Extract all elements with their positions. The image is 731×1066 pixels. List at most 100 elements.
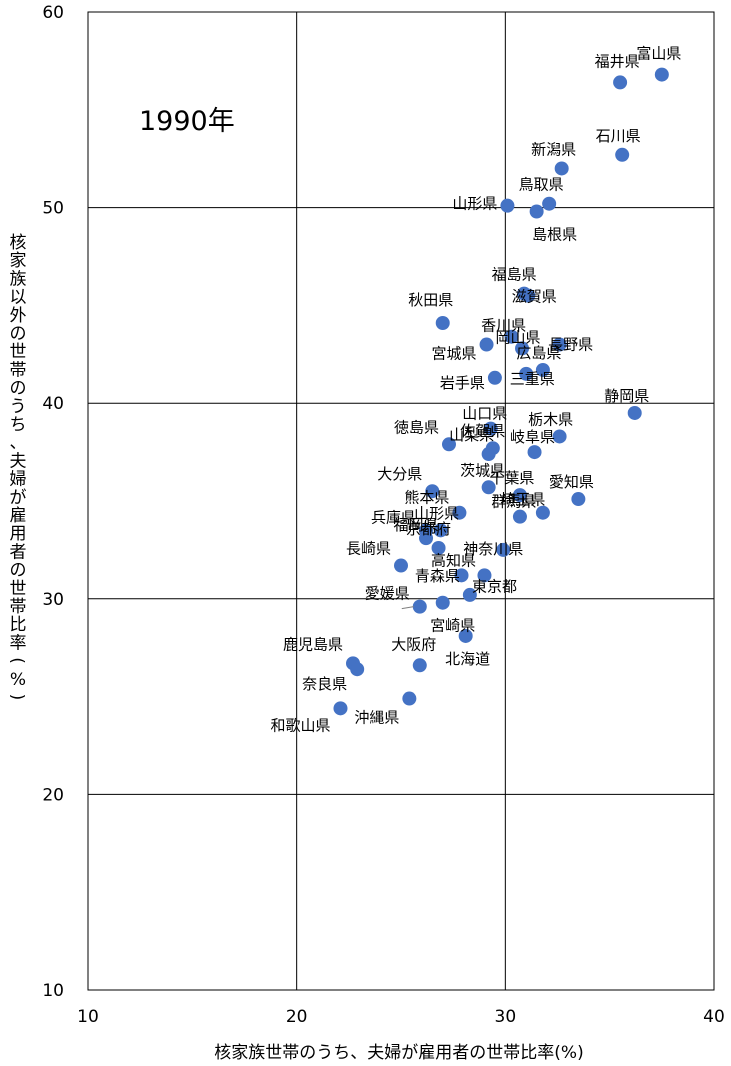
- point-label: 三重県: [510, 370, 555, 388]
- y-axis-title-char: 、: [10, 433, 27, 453]
- data-point: [435, 316, 450, 331]
- data-point: [529, 204, 544, 219]
- point-label: 山梨県: [449, 426, 494, 444]
- point-label: 鳥取県: [519, 176, 564, 194]
- data-point: [512, 488, 527, 503]
- x-tick-label: 10: [77, 1007, 99, 1027]
- y-tick-label: 40: [42, 394, 64, 414]
- point-label: 和歌山県: [270, 716, 330, 734]
- y-axis-title-char: 婦: [10, 470, 27, 490]
- y-axis-title-char: ): [7, 694, 27, 701]
- point-label: 滋賀県: [512, 288, 557, 306]
- data-point: [458, 628, 473, 643]
- y-axis-title-char: の: [10, 324, 27, 344]
- data-point: [431, 540, 446, 555]
- data-point: [554, 161, 569, 176]
- point-label: 高知県: [431, 551, 476, 569]
- point-label: 岐阜県: [510, 428, 555, 446]
- y-tick-label: 60: [42, 3, 64, 23]
- data-point: [454, 568, 469, 583]
- y-axis-title-char: 比: [10, 615, 27, 635]
- data-point: [613, 75, 628, 90]
- y-axis-title-char: が: [10, 488, 27, 508]
- data-point: [521, 288, 536, 303]
- data-point: [452, 505, 467, 520]
- point-label: 兵庫県: [371, 508, 416, 526]
- point-label: 神奈川県: [463, 540, 523, 558]
- point-label: 福岡県: [394, 516, 439, 534]
- point-label: 鹿児島県: [283, 635, 343, 653]
- data-point: [402, 691, 417, 706]
- point-label: 広島県: [516, 344, 561, 362]
- data-point: [527, 445, 542, 460]
- data-point: [654, 67, 669, 82]
- point-label: 佐賀県: [460, 422, 505, 440]
- data-point: [535, 362, 550, 377]
- x-tick-label: 20: [286, 1007, 308, 1027]
- data-point: [552, 337, 567, 352]
- point-label: 福島県: [492, 266, 537, 284]
- y-axis-title-char: ち: [10, 415, 27, 435]
- y-axis-title-char: の: [10, 561, 27, 581]
- x-axis-title: 核家族世帯のうち、夫婦が雇用者の世帯比率(%): [214, 1043, 583, 1063]
- y-axis-title-char: う: [10, 397, 27, 417]
- data-point: [571, 492, 586, 507]
- point-label: 山形県: [414, 504, 459, 522]
- point-label: 奈良県: [302, 675, 347, 693]
- point-label: 徳島県: [394, 418, 439, 436]
- point-label: 宮城県: [432, 345, 477, 363]
- point-label: 大阪府: [391, 635, 436, 653]
- data-point: [477, 568, 492, 583]
- point-label: 沖縄県: [354, 709, 399, 727]
- data-point: [483, 421, 498, 436]
- data-point: [481, 447, 496, 462]
- y-axis-title-char: の: [10, 379, 27, 399]
- data-point: [519, 366, 534, 381]
- data-point: [487, 370, 502, 385]
- point-label: 山口県: [462, 405, 507, 423]
- y-tick-label: 30: [42, 590, 64, 610]
- data-point: [535, 505, 550, 520]
- point-label: 茨城県: [460, 461, 505, 479]
- y-axis-title-char: 用: [10, 524, 27, 544]
- data-point: [350, 662, 365, 677]
- data-point: [433, 523, 448, 538]
- point-label: 北海道: [445, 650, 490, 668]
- point-label: 岡山県: [496, 328, 541, 346]
- data-point: [542, 196, 557, 211]
- plot-area-frame: [87, 11, 715, 991]
- x-axis-ticks: 10 20 30 40: [77, 1007, 725, 1027]
- point-label: 愛知県: [549, 473, 594, 491]
- data-point: [419, 531, 434, 546]
- point-label: 福井県: [595, 52, 640, 70]
- point-label: 栃木県: [528, 410, 573, 428]
- point-label: 石川県: [596, 127, 641, 145]
- point-label: 岩手県: [440, 374, 485, 392]
- data-point: [481, 480, 496, 495]
- y-axis-title-char: 雇: [10, 506, 27, 526]
- point-label: 京都府: [406, 520, 451, 538]
- y-tick-label: 10: [42, 981, 64, 1001]
- y-axis-title-char: 帯: [10, 597, 27, 617]
- data-point: [504, 329, 519, 344]
- point-label: 愛媛県: [365, 585, 410, 603]
- point-label: 島根県: [532, 226, 577, 244]
- data-point: [515, 341, 530, 356]
- data-point: [394, 558, 408, 573]
- data-point: [412, 658, 427, 673]
- data-point: [425, 484, 440, 499]
- data-point: [333, 701, 348, 716]
- data-point: [627, 405, 642, 420]
- data-point: [479, 337, 494, 352]
- point-label: 大分県: [377, 465, 422, 483]
- data-point: [615, 147, 630, 162]
- y-tick-label: 20: [42, 785, 64, 805]
- leader-line: [401, 606, 414, 610]
- point-label: 熊本県: [404, 489, 449, 507]
- x-tick-label: 30: [495, 1007, 517, 1027]
- point-label: 長崎県: [346, 540, 391, 558]
- point-label: 静岡県: [604, 387, 649, 405]
- data-point: [412, 599, 427, 614]
